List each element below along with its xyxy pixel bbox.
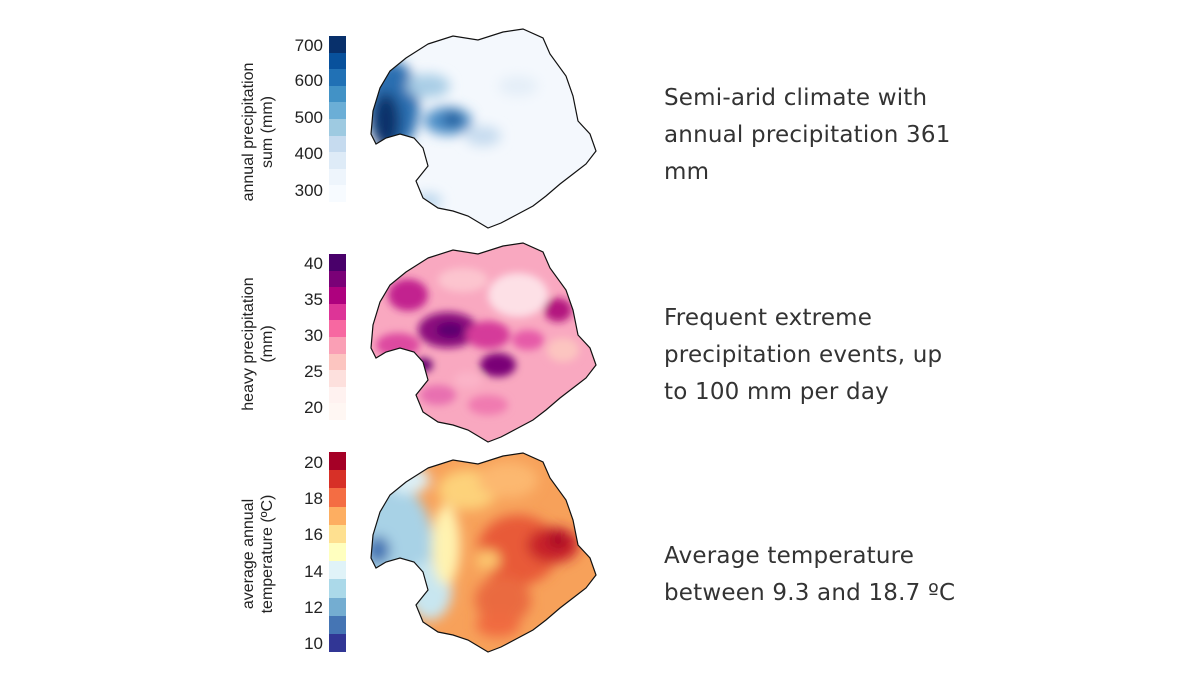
- colorbar-segment: [329, 168, 346, 186]
- description-line: Frequent extreme: [664, 305, 873, 331]
- axis-label-line: temperature (ºC): [259, 494, 276, 614]
- temperature-colorbar: [329, 452, 346, 653]
- colorbar-tick: 14: [304, 562, 323, 581]
- colorbar-tick: 600: [294, 71, 323, 90]
- precipitation-axis-label: annual precipitation sum (mm): [238, 32, 278, 232]
- colorbar-tick: 20: [304, 398, 323, 417]
- colorbar-segment: [329, 370, 346, 387]
- heavy-precipitation-map: [370, 242, 597, 443]
- temperature-panel: average annual temperature (ºC) 20 18 16…: [0, 450, 1200, 660]
- colorbar-segment: [329, 69, 346, 86]
- precipitation-map: [370, 28, 597, 229]
- precipitation-panel: annual precipitation sum (mm) 700 600 50…: [0, 26, 1200, 236]
- axis-label-line: sum (mm): [259, 96, 276, 168]
- description-line: between 9.3 and 18.7 ºC: [664, 580, 956, 606]
- colorbar-segment: [329, 152, 346, 169]
- colorbar-segment: [329, 542, 346, 562]
- colorbar-tick: 500: [294, 108, 323, 127]
- axis-label-line: average annual: [240, 498, 257, 610]
- heavy-precipitation-axis-label: heavy precipitation (mm): [238, 244, 278, 444]
- colorbar-segment: [329, 336, 346, 354]
- colorbar-segment: [329, 524, 346, 543]
- colorbar-tick: 12: [304, 598, 323, 617]
- colorbar-segment: [329, 85, 346, 103]
- colorbar-segment: [329, 135, 346, 153]
- colorbar-segment: [329, 615, 346, 634]
- colorbar-segment: [329, 633, 346, 653]
- colorbar-segment: [329, 579, 346, 598]
- colorbar-segment: [329, 597, 346, 616]
- precipitation-colorbar: [329, 36, 346, 202]
- heavy-precipitation-panel: heavy precipitation (mm) 40 35 30 25 20: [0, 240, 1200, 450]
- colorbar-segment: [329, 452, 346, 471]
- temperature-description: Average temperature between 9.3 and 18.7…: [664, 538, 955, 612]
- description-line: precipitation events, up: [664, 342, 943, 368]
- colorbar-segment: [329, 254, 346, 271]
- axis-label-line: (mm): [259, 325, 276, 363]
- description-line: mm: [664, 159, 710, 185]
- description-line: to 100 mm per day: [664, 379, 889, 405]
- colorbar-segment: [329, 303, 346, 321]
- colorbar-segment: [329, 561, 346, 580]
- description-line: Semi-arid climate with: [664, 85, 928, 111]
- colorbar-segment: [329, 102, 346, 119]
- colorbar-tick: 30: [304, 326, 323, 345]
- colorbar-segment: [329, 506, 346, 525]
- temperature-map: [370, 452, 597, 653]
- description-line: annual precipitation 361: [664, 122, 951, 148]
- colorbar-tick: 10: [304, 634, 323, 653]
- colorbar-tick: 400: [294, 144, 323, 163]
- colorbar-segment: [329, 488, 346, 507]
- colorbar-segment: [329, 36, 346, 53]
- colorbar-tick: 300: [294, 181, 323, 200]
- colorbar-tick: 35: [304, 290, 323, 309]
- description-line: Average temperature: [664, 543, 915, 569]
- colorbar-tick: 20: [304, 453, 323, 472]
- colorbar-segment: [329, 403, 346, 420]
- heavy-precipitation-description: Frequent extreme precipitation events, u…: [664, 300, 942, 411]
- colorbar-tick: 18: [304, 489, 323, 508]
- precipitation-description: Semi-arid climate with annual precipitat…: [664, 80, 951, 191]
- colorbar-tick: 700: [294, 36, 323, 55]
- colorbar-segment: [329, 52, 346, 70]
- colorbar-segment: [329, 287, 346, 304]
- colorbar-segment: [329, 470, 346, 489]
- colorbar-tick: 25: [304, 362, 323, 381]
- colorbar-segment: [329, 320, 346, 337]
- colorbar-segment: [329, 353, 346, 371]
- heavy-precipitation-colorbar: [329, 254, 346, 420]
- colorbar-tick: 16: [304, 525, 323, 544]
- colorbar-segment: [329, 118, 346, 136]
- colorbar-segment: [329, 270, 346, 288]
- temperature-axis-label: average annual temperature (ºC): [238, 454, 278, 654]
- colorbar-segment: [329, 386, 346, 404]
- colorbar-tick: 40: [304, 254, 323, 273]
- axis-label-line: annual precipitation: [240, 62, 257, 202]
- colorbar-segment: [329, 185, 346, 202]
- axis-label-line: heavy precipitation: [240, 277, 257, 411]
